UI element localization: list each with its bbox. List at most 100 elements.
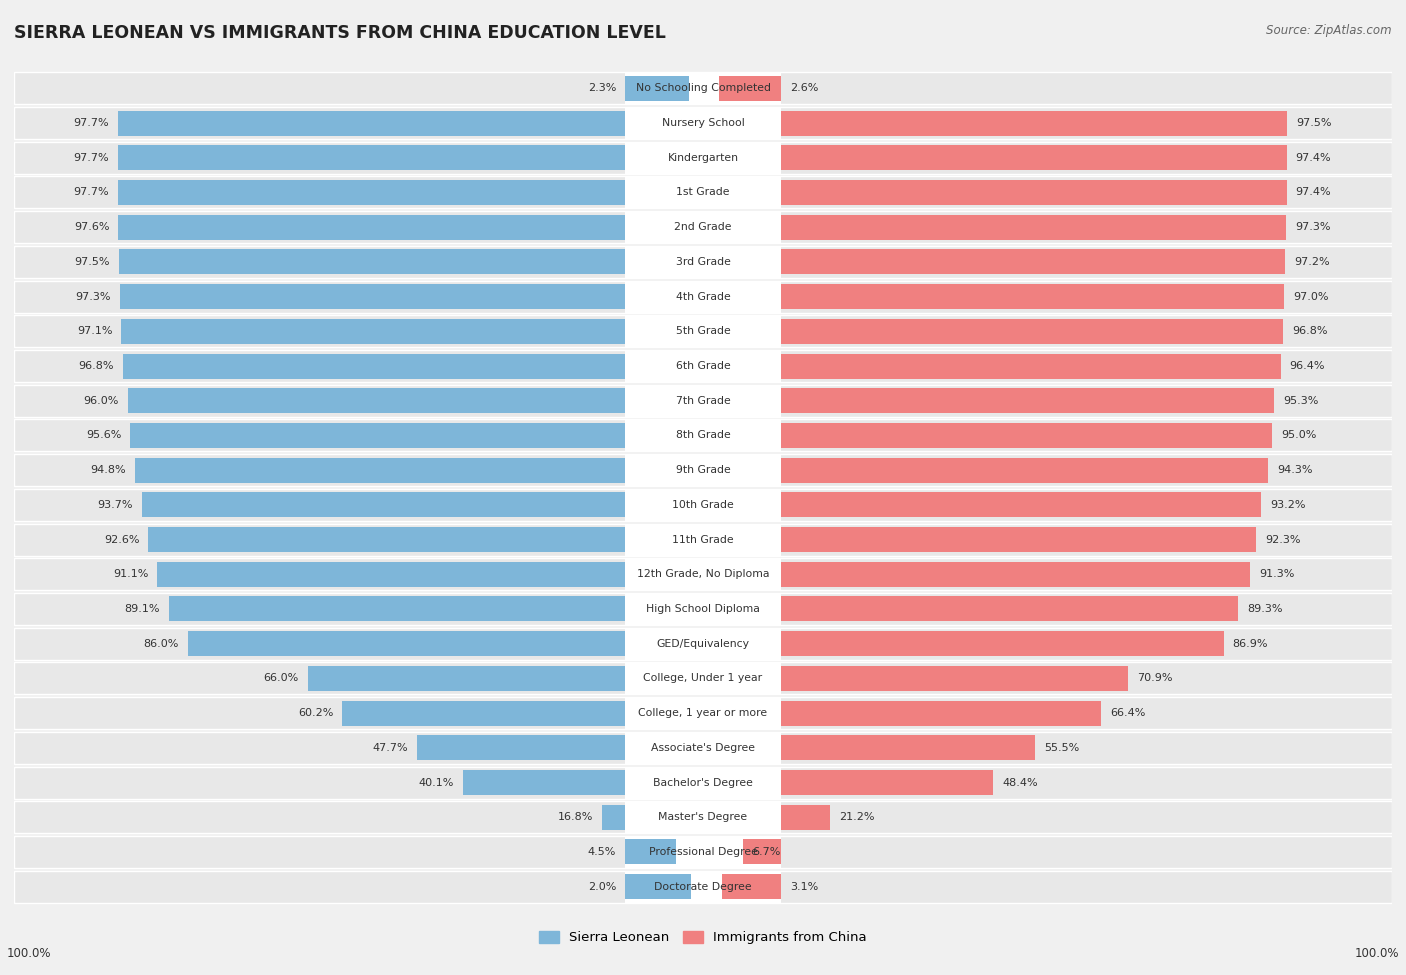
Bar <box>780 735 1035 760</box>
Text: 92.6%: 92.6% <box>104 534 139 545</box>
Bar <box>780 457 1268 483</box>
Text: High School Diploma: High School Diploma <box>647 604 759 614</box>
Text: 3.1%: 3.1% <box>790 881 818 892</box>
Bar <box>718 76 780 100</box>
Text: 97.2%: 97.2% <box>1295 256 1330 267</box>
Bar <box>118 214 626 240</box>
Text: 9th Grade: 9th Grade <box>676 465 730 475</box>
Bar <box>780 388 1274 413</box>
Bar <box>14 697 1392 729</box>
Bar <box>626 836 780 868</box>
Bar <box>14 315 1392 347</box>
Text: 97.4%: 97.4% <box>1295 153 1331 163</box>
Text: Bachelor's Degree: Bachelor's Degree <box>652 777 754 788</box>
Bar <box>626 141 780 174</box>
Bar <box>626 839 676 865</box>
Bar <box>120 250 626 274</box>
Text: 11th Grade: 11th Grade <box>672 534 734 545</box>
Bar <box>342 701 626 725</box>
Text: 5th Grade: 5th Grade <box>676 327 730 336</box>
Text: 97.3%: 97.3% <box>1295 222 1330 232</box>
Bar <box>14 72 1392 104</box>
Bar <box>602 804 626 830</box>
Bar <box>780 492 1261 518</box>
Bar <box>626 72 780 104</box>
Text: 93.2%: 93.2% <box>1271 500 1306 510</box>
Bar <box>780 423 1272 448</box>
Text: Kindergarten: Kindergarten <box>668 153 738 163</box>
Bar <box>626 801 780 834</box>
Bar <box>14 281 1392 313</box>
Bar <box>121 319 626 344</box>
Text: 97.7%: 97.7% <box>73 118 108 128</box>
Bar <box>626 732 780 763</box>
Bar <box>14 141 1392 174</box>
Bar <box>14 801 1392 834</box>
Text: 8th Grade: 8th Grade <box>676 430 730 441</box>
Bar <box>188 631 626 656</box>
Bar <box>780 631 1223 656</box>
Text: 97.7%: 97.7% <box>73 153 108 163</box>
Text: 96.8%: 96.8% <box>79 361 114 371</box>
Text: 40.1%: 40.1% <box>419 777 454 788</box>
Bar <box>780 597 1237 621</box>
Bar <box>626 697 780 729</box>
Bar <box>626 593 780 625</box>
Bar <box>118 145 626 171</box>
Bar <box>14 524 1392 556</box>
Bar <box>626 871 780 903</box>
Text: 97.4%: 97.4% <box>1295 187 1331 198</box>
Text: GED/Equivalency: GED/Equivalency <box>657 639 749 648</box>
Bar <box>14 732 1392 763</box>
Bar <box>118 180 626 205</box>
Text: 89.1%: 89.1% <box>125 604 160 614</box>
Bar <box>120 284 626 309</box>
Text: 89.3%: 89.3% <box>1247 604 1282 614</box>
Text: 2.0%: 2.0% <box>588 881 616 892</box>
Text: 92.3%: 92.3% <box>1265 534 1301 545</box>
Bar <box>626 766 780 799</box>
Text: 97.3%: 97.3% <box>76 292 111 301</box>
Bar <box>780 354 1281 378</box>
Text: SIERRA LEONEAN VS IMMIGRANTS FROM CHINA EDUCATION LEVEL: SIERRA LEONEAN VS IMMIGRANTS FROM CHINA … <box>14 24 666 42</box>
Bar <box>128 388 626 413</box>
Bar <box>780 250 1285 274</box>
Text: 97.5%: 97.5% <box>75 256 110 267</box>
Text: 86.9%: 86.9% <box>1233 639 1268 648</box>
Text: 91.1%: 91.1% <box>112 569 148 579</box>
Text: 96.4%: 96.4% <box>1289 361 1324 371</box>
Text: 97.0%: 97.0% <box>1294 292 1329 301</box>
Bar <box>626 385 780 416</box>
Text: 1st Grade: 1st Grade <box>676 187 730 198</box>
Bar <box>780 770 993 795</box>
Text: 97.1%: 97.1% <box>77 327 112 336</box>
Bar <box>14 766 1392 799</box>
Text: 66.0%: 66.0% <box>263 674 298 683</box>
Bar <box>721 875 780 899</box>
Text: 97.6%: 97.6% <box>73 222 110 232</box>
Bar <box>14 836 1392 868</box>
Bar <box>780 214 1286 240</box>
Bar <box>135 457 626 483</box>
Bar <box>14 385 1392 416</box>
Text: 7th Grade: 7th Grade <box>676 396 730 406</box>
Text: 55.5%: 55.5% <box>1045 743 1080 753</box>
Bar <box>626 107 780 139</box>
Bar <box>463 770 626 795</box>
Text: 12th Grade, No Diploma: 12th Grade, No Diploma <box>637 569 769 579</box>
Bar <box>780 666 1128 691</box>
Text: Associate's Degree: Associate's Degree <box>651 743 755 753</box>
Bar <box>626 76 689 100</box>
Bar <box>780 145 1286 171</box>
Text: 86.0%: 86.0% <box>143 639 179 648</box>
Bar <box>626 628 780 660</box>
Text: 3rd Grade: 3rd Grade <box>675 256 731 267</box>
Bar <box>142 492 626 518</box>
Bar <box>14 454 1392 487</box>
Bar <box>148 527 626 552</box>
Text: 95.0%: 95.0% <box>1281 430 1316 441</box>
Text: 47.7%: 47.7% <box>373 743 408 753</box>
Bar <box>14 662 1392 694</box>
Bar <box>626 524 780 556</box>
Text: Professional Degree: Professional Degree <box>648 847 758 857</box>
